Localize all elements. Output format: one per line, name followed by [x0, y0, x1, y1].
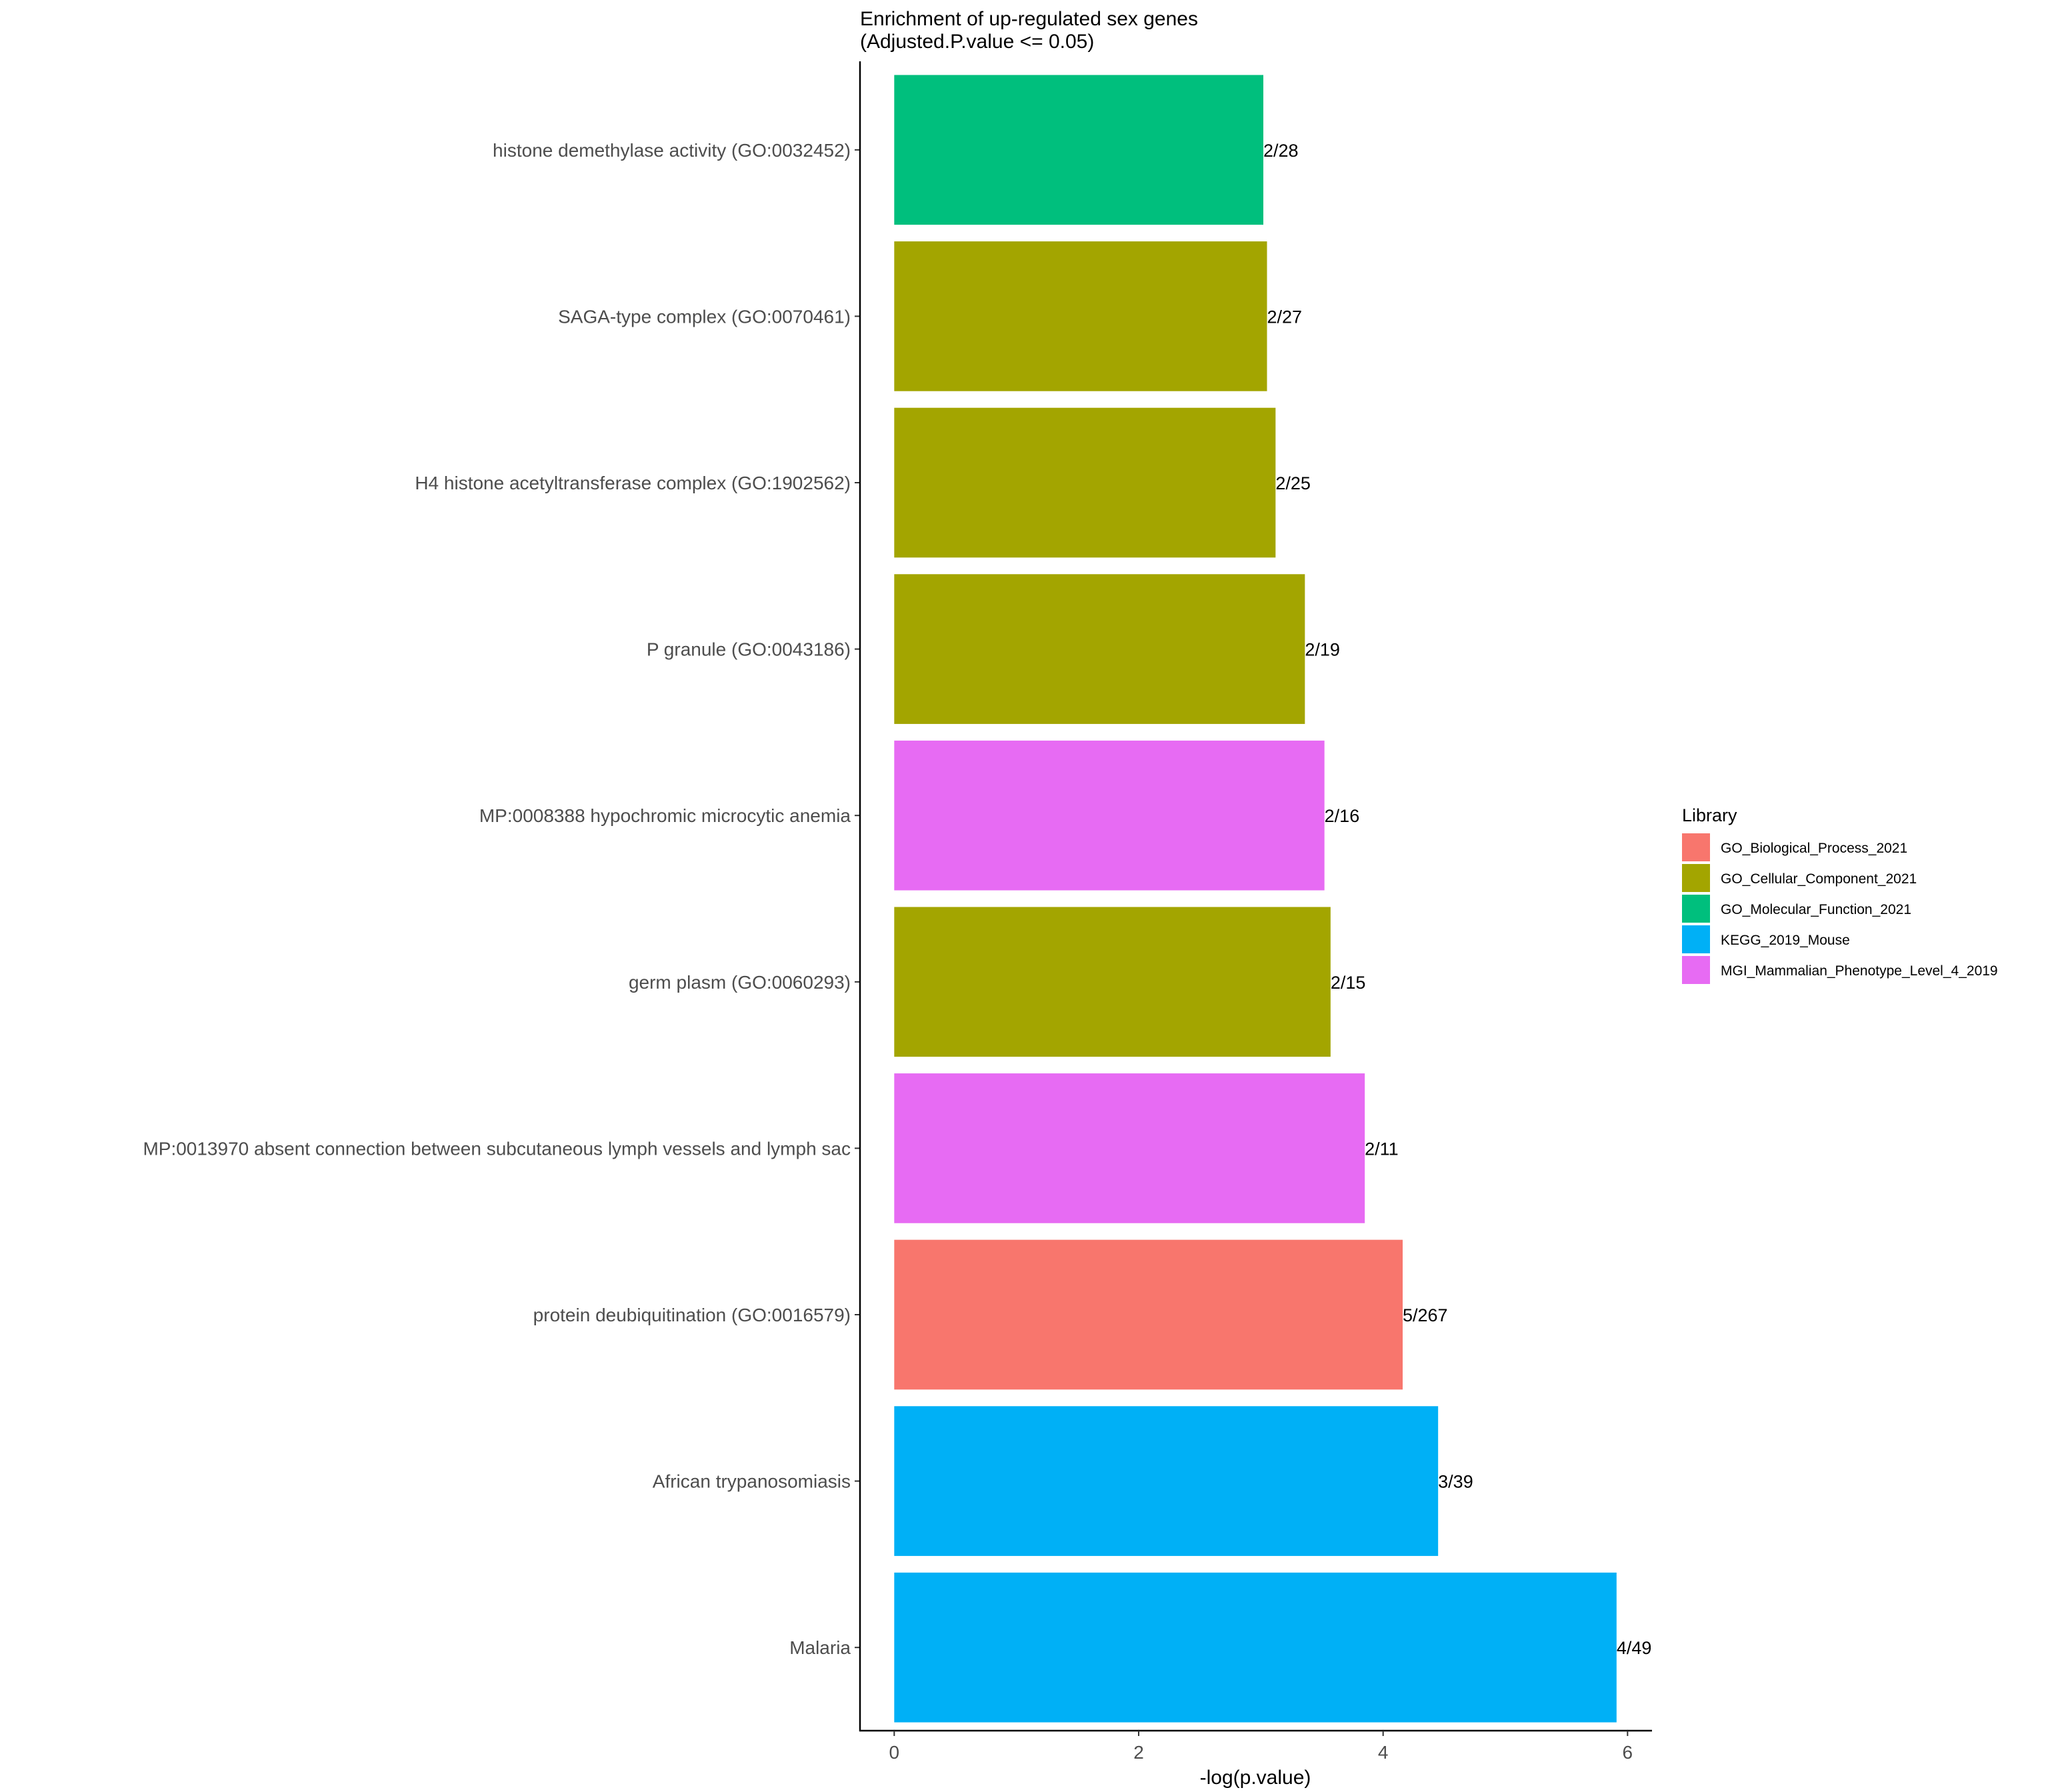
- y-tick-label-4: P granule (GO:0043186): [647, 639, 851, 660]
- y-tick-label-3: H4 histone acetyltransferase complex (GO…: [415, 473, 851, 493]
- legend-key-5: [1682, 956, 1710, 984]
- y-tick-label-6: germ plasm (GO:0060293): [629, 972, 851, 993]
- bar-2: [894, 241, 1267, 391]
- bar-data-label-2: 2/27: [1267, 307, 1303, 327]
- y-tick-label-7: MP:0013970 absent connection between sub…: [143, 1138, 851, 1159]
- axis-layer: histone demethylase activity (GO:0032452…: [143, 61, 1652, 1763]
- bar-data-label-9: 3/39: [1438, 1472, 1473, 1492]
- bar-data-label-3: 2/25: [1275, 473, 1311, 493]
- y-tick-label-8: protein deubiquitination (GO:0016579): [533, 1305, 851, 1325]
- y-tick-label-2: SAGA-type complex (GO:0070461): [558, 306, 851, 327]
- legend-title: Library: [1682, 805, 1737, 825]
- bar-5: [894, 740, 1325, 891]
- bar-1: [894, 75, 1263, 225]
- legend: Library GO_Biological_Process_2021 GO_Cel…: [1682, 805, 1998, 984]
- bar-9: [894, 1406, 1439, 1556]
- bar-4: [894, 574, 1305, 724]
- legend-label-4: KEGG_2019_Mouse: [1721, 933, 1850, 948]
- legend-key-3: [1682, 895, 1710, 923]
- x-tick-label-4: 4: [1378, 1742, 1389, 1763]
- bar-3: [894, 407, 1276, 558]
- y-tick-label-9: African trypanosomiasis: [653, 1471, 851, 1492]
- x-tick-label-0: 0: [889, 1742, 900, 1763]
- legend-key-2: [1682, 864, 1710, 892]
- legend-label-1: GO_Biological_Process_2021: [1721, 841, 1907, 856]
- y-tick-label-5: MP:0008388 hypochromic microcytic anemia: [479, 805, 851, 826]
- bar-data-label-8: 5/267: [1403, 1305, 1448, 1325]
- x-tick-label-6: 6: [1623, 1742, 1633, 1763]
- legend-label-5: MGI_Mammalian_Phenotype_Level_4_2019: [1721, 963, 1998, 979]
- legend-key-1: [1682, 833, 1710, 861]
- y-tick-label-10: Malaria: [789, 1637, 851, 1658]
- bar-data-label-10: 4/49: [1617, 1638, 1652, 1658]
- x-axis-title: -log(p.value): [1200, 1767, 1311, 1789]
- bar-data-label-1: 2/28: [1263, 141, 1299, 161]
- bar-data-label-7: 2/11: [1365, 1139, 1399, 1159]
- chart-title: Enrichment of up-regulated sex genes: [860, 8, 1198, 30]
- bar-data-label-4: 2/19: [1305, 640, 1340, 660]
- bar-data-label-5: 2/16: [1325, 806, 1360, 826]
- bar-data-label-6: 2/15: [1331, 973, 1366, 993]
- y-tick-label-1: histone demethylase activity (GO:0032452…: [493, 140, 851, 161]
- legend-label-2: GO_Cellular_Component_2021: [1721, 871, 1917, 887]
- bar-7: [894, 1073, 1365, 1223]
- chart-subtitle: (Adjusted.P.value <= 0.05): [860, 31, 1094, 53]
- legend-key-4: [1682, 925, 1710, 953]
- bar-10: [894, 1572, 1617, 1723]
- bar-6: [894, 907, 1331, 1057]
- bar-8: [894, 1239, 1403, 1390]
- legend-label-3: GO_Molecular_Function_2021: [1721, 902, 1911, 917]
- x-tick-label-2: 2: [1133, 1742, 1144, 1763]
- bars-layer: 2/28 2/27 2/25 2/19 2/16 2/15 2/11 5/267 3/39 4/4…: [894, 75, 1652, 1723]
